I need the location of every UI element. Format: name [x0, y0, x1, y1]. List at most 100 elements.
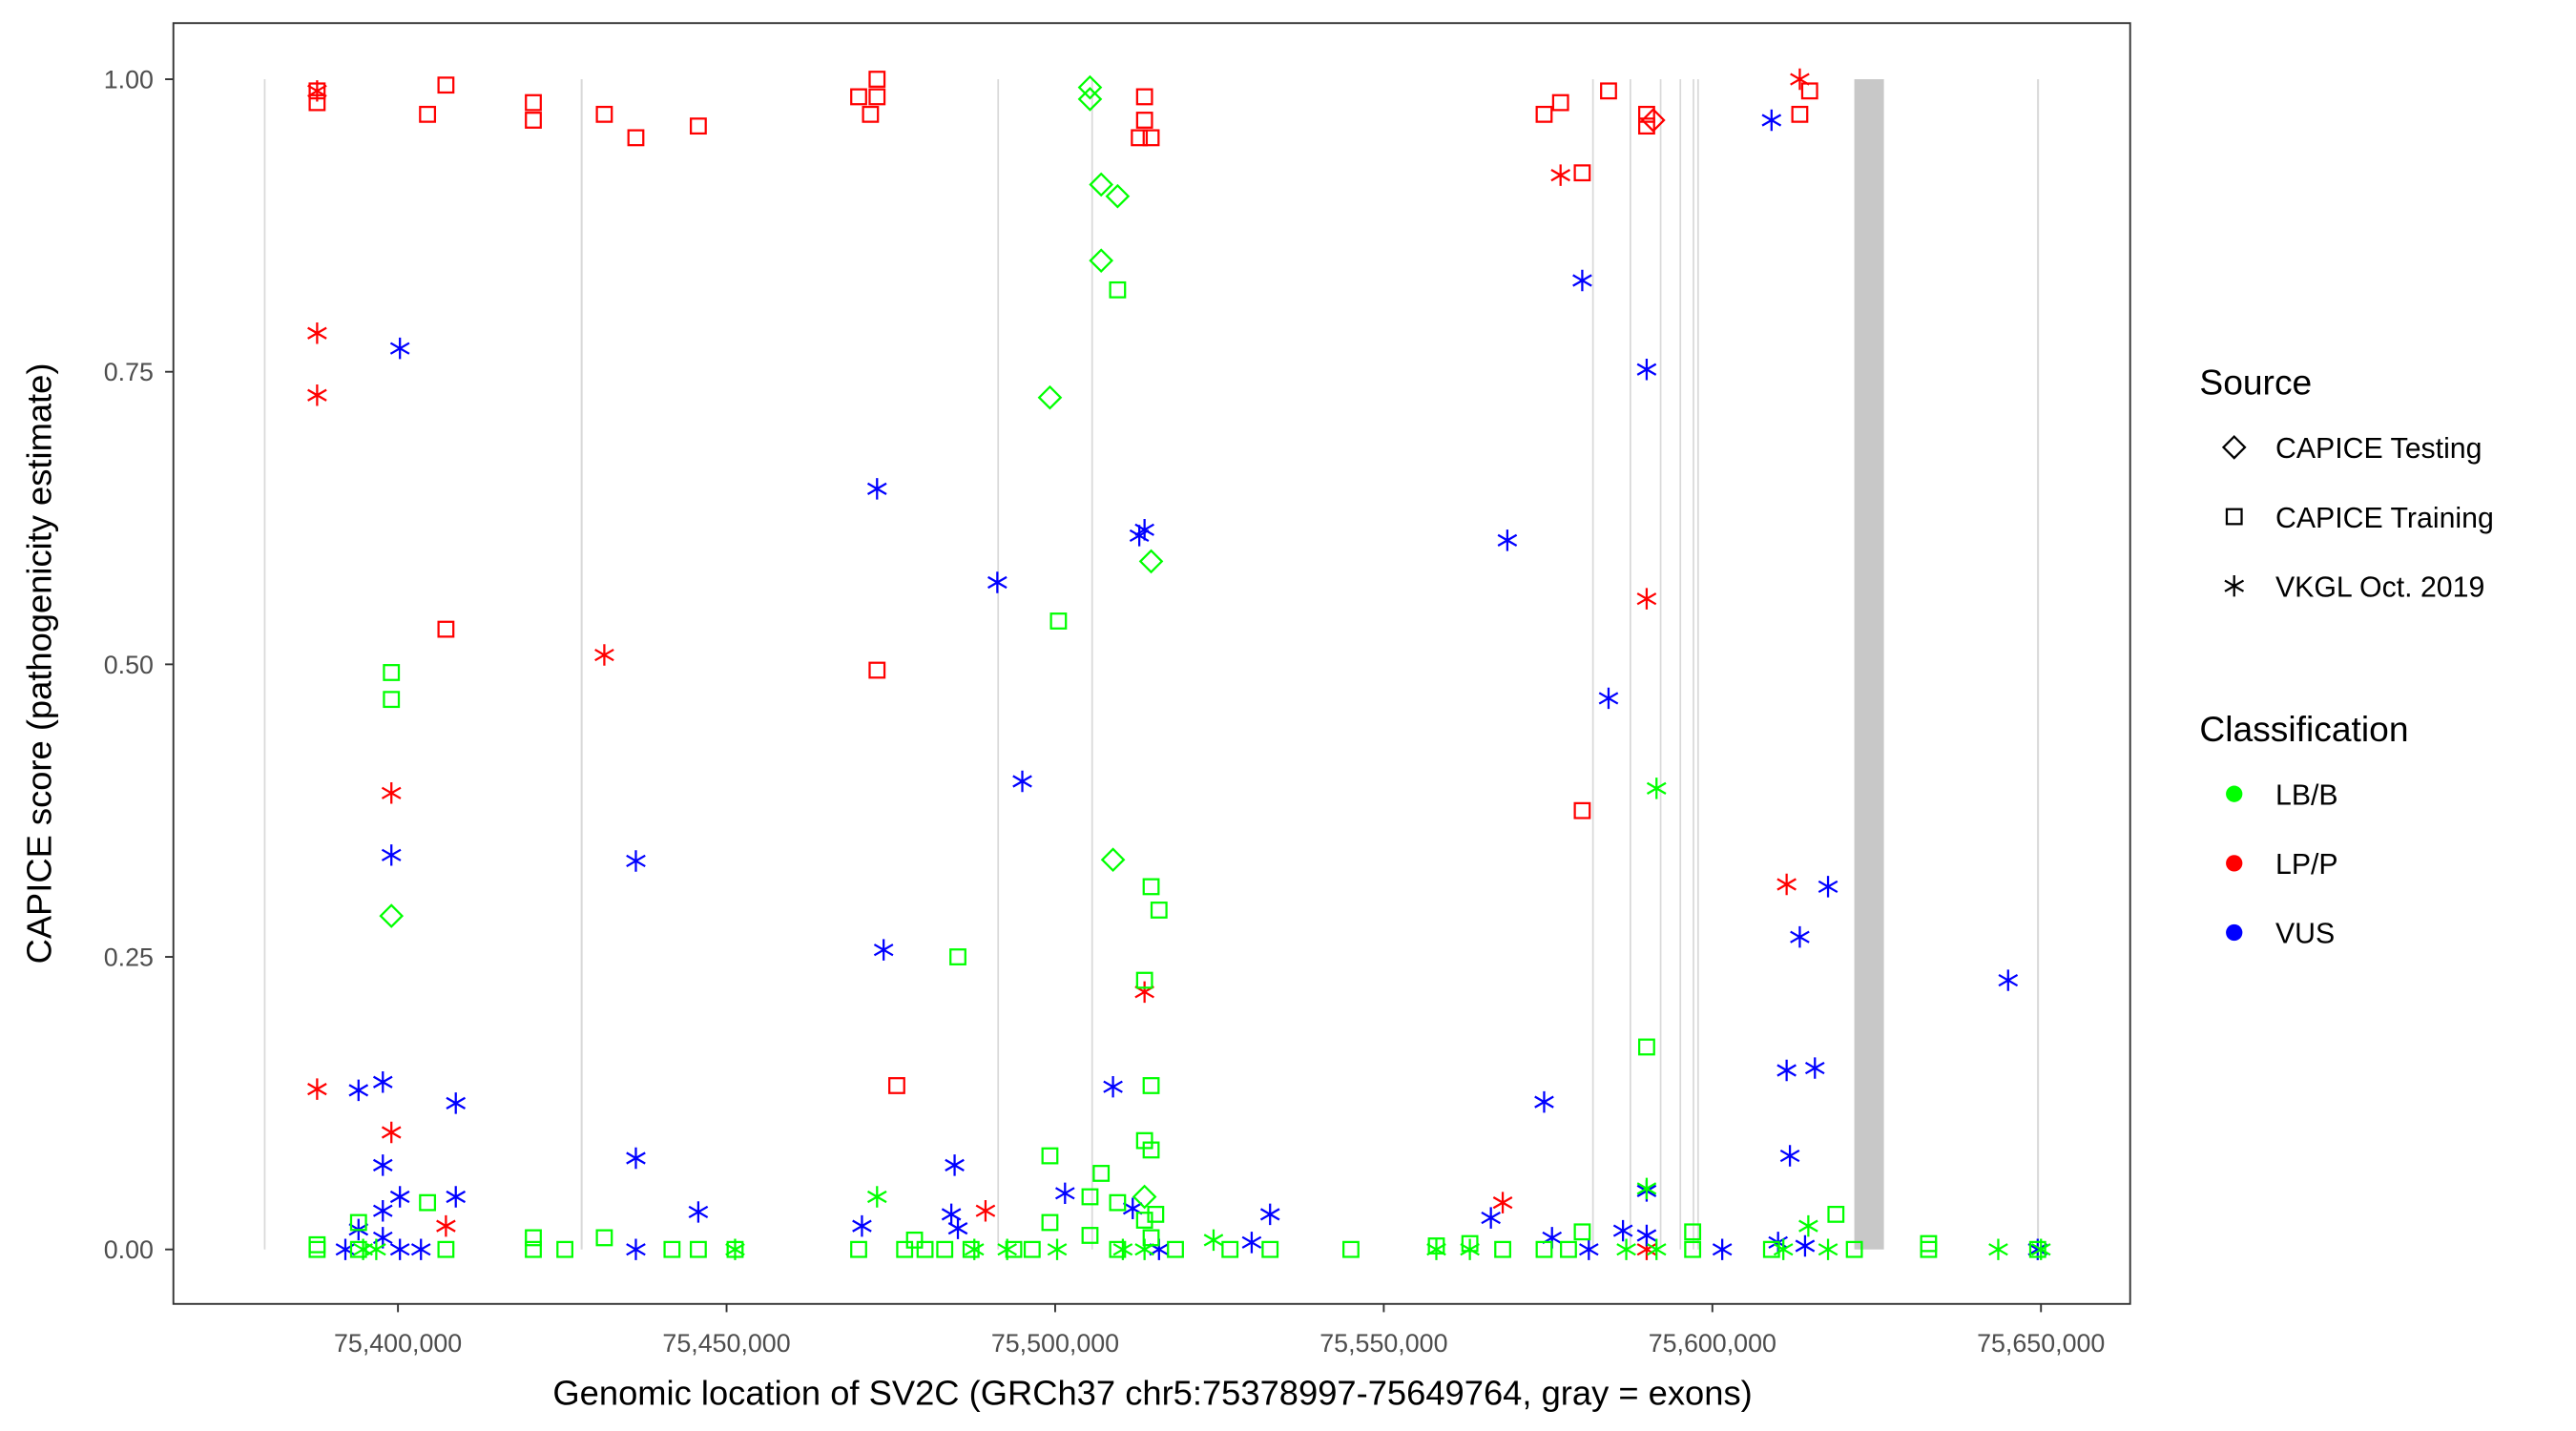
data-point	[1573, 164, 1591, 182]
data-point	[381, 1121, 402, 1144]
data-point	[868, 88, 886, 106]
exon-band	[1679, 79, 1682, 1250]
data-point	[997, 1238, 1017, 1260]
data-point	[962, 1240, 980, 1258]
data-point	[868, 71, 886, 88]
data-point	[1636, 1224, 1657, 1247]
data-point	[1790, 925, 1810, 948]
data-point	[525, 1240, 542, 1258]
data-point	[595, 1229, 613, 1247]
x-tick-label: 75,650,000	[1977, 1329, 2105, 1358]
exon-band	[1591, 79, 1594, 1250]
data-point	[850, 1240, 867, 1258]
data-point	[372, 1154, 393, 1176]
data-point	[1089, 172, 1114, 197]
data-point	[1142, 129, 1160, 147]
data-point	[1535, 105, 1553, 123]
data-point	[525, 93, 542, 112]
data-point	[1827, 1205, 1845, 1223]
data-point	[663, 1240, 681, 1258]
data-point	[1804, 1057, 1825, 1079]
data-point	[1998, 969, 2019, 991]
data-point	[389, 1238, 410, 1260]
data-point	[383, 664, 401, 681]
data-point	[307, 80, 327, 102]
data-point	[1638, 1038, 1655, 1056]
data-point	[1426, 1238, 1446, 1260]
data-point	[1089, 248, 1114, 274]
y-axis-title: CAPICE score (pathogenicity estimate)	[20, 363, 59, 964]
data-point	[1636, 1177, 1657, 1200]
data-point	[437, 76, 455, 94]
x-tick-label: 75,400,000	[334, 1329, 462, 1358]
data-point	[1550, 164, 1570, 186]
data-point	[1795, 1234, 1816, 1257]
exon-band	[2037, 79, 2040, 1250]
y-tick-label: 0.75	[104, 358, 154, 386]
data-point	[1041, 1213, 1059, 1232]
exon-band	[1630, 79, 1631, 1250]
data-point	[1481, 1207, 1501, 1229]
data-point	[1646, 1238, 1667, 1260]
data-point	[688, 1201, 709, 1223]
data-point	[595, 105, 613, 123]
data-point	[1638, 105, 1655, 123]
data-point	[1135, 112, 1153, 129]
data-point	[1241, 1232, 1262, 1254]
data-point	[307, 384, 327, 406]
data-point	[975, 1199, 996, 1222]
data-point	[1534, 1090, 1554, 1113]
data-point	[1612, 1219, 1633, 1242]
data-point	[1776, 1059, 1797, 1082]
data-point	[1142, 1229, 1160, 1247]
data-point	[1460, 1238, 1480, 1260]
data-point	[307, 321, 327, 344]
legend-dot-icon	[2226, 855, 2243, 872]
data-point	[626, 1238, 646, 1260]
data-point	[1221, 1240, 1239, 1258]
data-point	[1600, 82, 1617, 100]
data-point	[1077, 87, 1103, 112]
legend: Source CAPICE Testing CAPICE Training VKGL…	[2199, 363, 2493, 950]
data-point	[446, 1092, 467, 1114]
data-point	[349, 1213, 367, 1232]
legend-class-label: LP/P	[2275, 849, 2338, 881]
data-point	[1573, 801, 1591, 819]
data-point	[372, 1071, 393, 1093]
data-point	[850, 88, 867, 106]
x-tick-label: 75,600,000	[1649, 1329, 1776, 1358]
data-point	[389, 1186, 410, 1208]
data-point	[1109, 1240, 1127, 1258]
data-point	[1049, 612, 1068, 630]
data-point	[2030, 1238, 2051, 1260]
x-axis: 75,400,000 75,450,000 75,500,000 75,550,000…	[334, 1303, 2105, 1358]
x-axis-title: Genomic location of SV2C (GRCh37 chr5:75…	[552, 1373, 1752, 1412]
data-point	[1142, 878, 1160, 896]
plot-panel-border	[172, 22, 2131, 1305]
data-point	[1081, 1188, 1099, 1206]
data-point	[1798, 1214, 1818, 1237]
data-point	[1560, 1240, 1577, 1258]
legend-classification-title: Classification	[2199, 709, 2408, 749]
data-point	[1134, 1238, 1154, 1260]
legend-source-label: VKGL Oct. 2019	[2275, 571, 2484, 603]
data-point	[1636, 588, 1657, 610]
data-point	[348, 1079, 369, 1102]
exon-band	[1854, 79, 1884, 1250]
legend-square-icon	[2225, 508, 2243, 526]
data-point	[1342, 1240, 1360, 1258]
data-point	[1041, 1147, 1059, 1165]
legend-source-label: CAPICE Testing	[2275, 433, 2482, 465]
data-point	[1077, 74, 1103, 100]
data-point	[389, 337, 410, 360]
data-point	[1142, 1077, 1160, 1094]
data-point	[896, 1240, 914, 1258]
data-point	[1761, 109, 1782, 132]
data-point	[1845, 1240, 1863, 1258]
data-point	[1572, 269, 1592, 292]
data-point	[1081, 1227, 1099, 1244]
data-point	[1135, 1212, 1153, 1229]
data-point	[1920, 1240, 1938, 1258]
data-point	[936, 1240, 954, 1258]
exon-band	[1693, 79, 1694, 1250]
